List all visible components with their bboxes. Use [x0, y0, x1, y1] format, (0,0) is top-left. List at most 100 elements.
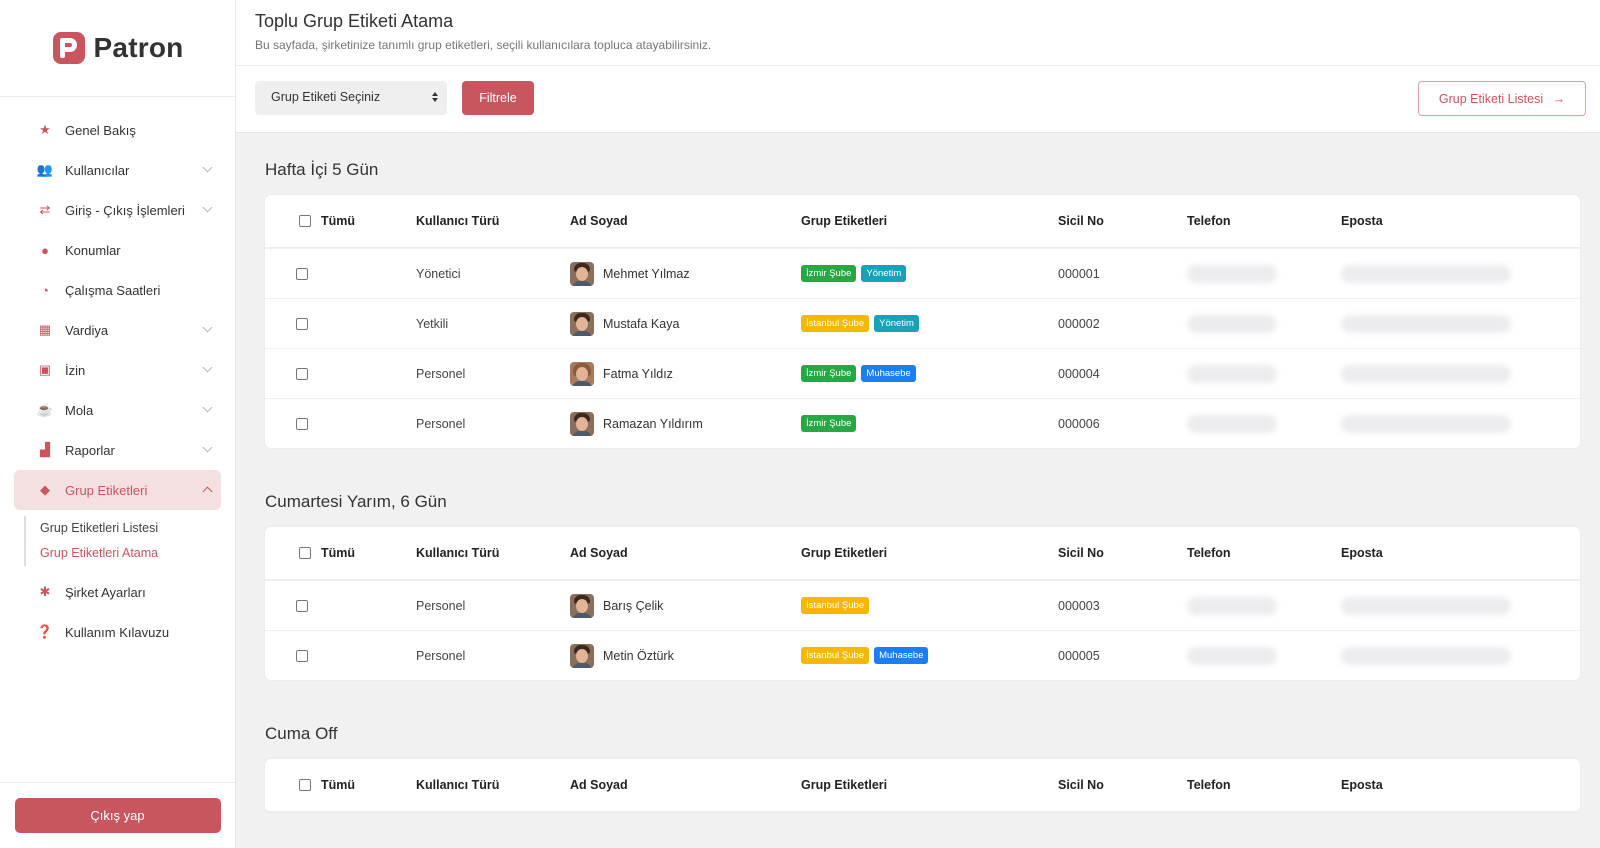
sidebar-item-2[interactable]: 👥 Kullanıcılar	[14, 150, 221, 190]
table-row[interactable]: Personel Ramazan Yıldırım İzmir Şube 000006	[265, 398, 1580, 448]
column-header-sicil: Sicil No	[1058, 214, 1104, 228]
group-tag-badge: İstanbul Şube	[801, 647, 870, 664]
logout-button[interactable]: Çıkış yap	[14, 798, 221, 833]
sidebar-item-3[interactable]: ⇄ Giriş - Çıkış İşlemleri	[14, 190, 221, 230]
group-tag-badge: Yönetim	[874, 315, 919, 332]
phone-blurred	[1187, 314, 1277, 333]
group-tag-list-label: Grup Etiketi Listesi	[1438, 91, 1544, 106]
row-checkbox[interactable]	[296, 317, 308, 330]
user-name: Metin Öztürk	[603, 648, 674, 663]
email-blurred	[1341, 596, 1511, 615]
sidebar-nav: ★ Genel Bakış 👥 Kullanıcılar ⇄ Giriş - Çıkış …	[0, 97, 235, 652]
column-header-mail: Eposta	[1341, 546, 1383, 560]
row-checkbox[interactable]	[296, 267, 308, 280]
user-name: Ramazan Yıldırım	[603, 416, 703, 431]
group-tag-badge: İzmir Şube	[801, 365, 857, 382]
logo[interactable]: Patron	[0, 0, 235, 97]
table-row[interactable]: Yönetici Mehmet Yılmaz İzmir Şube Yönetim 00…	[265, 248, 1580, 298]
column-header-tags: Grup Etiketleri	[801, 214, 888, 228]
column-header-name: Ad Soyad	[570, 546, 628, 560]
column-header-tel: Telefon	[1187, 778, 1231, 792]
table-header: Tümü Kullanıcı Türü Ad Soyad Grup Etiketler…	[265, 759, 1580, 812]
sidebar-item-11[interactable]: ✱ Şirket Ayarları	[14, 572, 221, 612]
table-row[interactable]: Yetkili Mustafa Kaya İstanbul Şube Yönetim 0…	[265, 298, 1580, 348]
row-checkbox[interactable]	[296, 417, 308, 430]
star-icon: ★	[39, 122, 51, 137]
group-tags: İstanbul Şube Yönetim	[801, 299, 924, 348]
sidebar-item-8[interactable]: ☕ Mola	[14, 390, 221, 430]
column-header-name: Ad Soyad	[570, 778, 628, 792]
select-all-checkbox[interactable]	[299, 779, 311, 791]
phone-blurred	[1187, 646, 1277, 665]
chart-icon: ▟	[40, 442, 50, 457]
help-icon: ❓	[36, 624, 54, 639]
submenu-item-tag-list[interactable]: Grup Etiketleri Listesi	[40, 521, 159, 535]
user-name: Barış Çelik	[603, 598, 664, 613]
sidebar-item-12[interactable]: ❓ Kullanım Kılavuzu	[14, 612, 221, 652]
group-tags: İstanbul Şube	[801, 581, 874, 630]
table-row[interactable]: Personel Metin Öztürk İstanbul Şube Muhaseb…	[265, 630, 1580, 680]
user-name: Mehmet Yılmaz	[603, 266, 690, 281]
sidebar-item-7[interactable]: ▣ İzin	[14, 350, 221, 390]
sidebar-item-label: Konumlar	[65, 242, 121, 258]
column-header-all: Tümü	[321, 214, 356, 228]
avatar	[570, 593, 594, 618]
row-checkbox[interactable]	[296, 599, 308, 612]
group-tag-list-button[interactable]: Grup Etiketi Listesi →	[1418, 81, 1586, 116]
group-tag-badge: İzmir Şube	[801, 265, 857, 282]
sidebar-item-label: Genel Bakış	[65, 122, 136, 138]
calendar-icon: ▦	[38, 322, 52, 337]
phone-blurred	[1187, 596, 1277, 615]
users-table: Tümü Kullanıcı Türü Ad Soyad Grup Etiketler…	[265, 527, 1580, 680]
group-title: Cuma Off	[265, 724, 338, 743]
select-all-checkbox[interactable]	[299, 215, 311, 227]
page-title: Toplu Grup Etiketi Atama	[255, 11, 454, 31]
row-checkbox[interactable]	[296, 367, 308, 380]
sicil-no: 000004	[1058, 366, 1100, 381]
sidebar-item-1[interactable]: ★ Genel Bakış	[14, 110, 221, 150]
sidebar-submenu: Grup Etiketleri Listesi Grup Etiketleri A…	[24, 516, 235, 566]
page-subtitle: Bu sayfada, şirketinize tanımlı grup eti…	[255, 38, 712, 52]
table-row[interactable]: Personel Fatma Yıldız İzmir Şube Muhasebe 00…	[265, 348, 1580, 398]
sidebar-item-label: Kullanım Kılavuzu	[65, 624, 170, 640]
exchange-icon: ⇄	[39, 202, 51, 217]
chevron-icon	[202, 486, 213, 497]
sidebar-item-4[interactable]: ● Konumlar	[14, 230, 221, 270]
group-tag-select-value: Grup Etiketi Seçiniz	[271, 90, 381, 104]
chevron-icon	[202, 162, 213, 173]
sidebar-item-5[interactable]: ◔ Çalışma Saatleri	[14, 270, 221, 310]
submenu-item-tag-assign[interactable]: Grup Etiketleri Atama	[40, 546, 159, 560]
avatar	[570, 411, 594, 436]
group-tag-badge: İstanbul Şube	[801, 597, 870, 614]
group-title: Cumartesi Yarım, 6 Gün	[265, 492, 447, 511]
chevron-icon	[202, 402, 213, 413]
avatar	[570, 643, 594, 668]
column-header-type: Kullanıcı Türü	[416, 778, 500, 792]
sidebar-item-10[interactable]: ◆ Grup Etiketleri	[14, 470, 221, 510]
sidebar-item-label: Grup Etiketleri	[65, 482, 148, 498]
column-header-mail: Eposta	[1341, 214, 1383, 228]
users-icon: 👥	[36, 162, 54, 177]
users-table: Tümü Kullanıcı Türü Ad Soyad Grup Etiketler…	[265, 195, 1580, 448]
sidebar-item-9[interactable]: ▟ Raporlar	[14, 430, 221, 470]
group-tag-badge: Muhasebe	[874, 647, 929, 664]
user-type: Personel	[416, 648, 466, 663]
filter-button[interactable]: Filtrele	[462, 81, 534, 115]
sidebar-item-6[interactable]: ▦ Vardiya	[14, 310, 221, 350]
page-header: Toplu Grup Etiketi Atama Bu sayfada, şir…	[236, 0, 1600, 66]
table-row[interactable]: Personel Barış Çelik İstanbul Şube 000003	[265, 580, 1580, 630]
brand-name: Patron	[93, 32, 184, 63]
select-all-checkbox[interactable]	[299, 547, 311, 559]
patron-logo-icon	[52, 32, 85, 64]
email-blurred	[1341, 314, 1511, 333]
table-header: Tümü Kullanıcı Türü Ad Soyad Grup Etiketler…	[265, 527, 1580, 580]
sidebar: Patron ★ Genel Bakış 👥 Kullanıcılar ⇄ Giriş -…	[0, 0, 236, 848]
group-tag-select[interactable]: Grup Etiketi Seçiniz	[255, 81, 447, 115]
column-header-name: Ad Soyad	[570, 214, 628, 228]
calendar-check-icon: ▣	[38, 362, 52, 377]
row-checkbox[interactable]	[296, 649, 308, 662]
map-pin-icon: ●	[41, 242, 49, 258]
user-type: Yetkili	[416, 316, 449, 331]
column-header-tel: Telefon	[1187, 214, 1231, 228]
sidebar-item-label: Kullanıcılar	[65, 162, 130, 178]
